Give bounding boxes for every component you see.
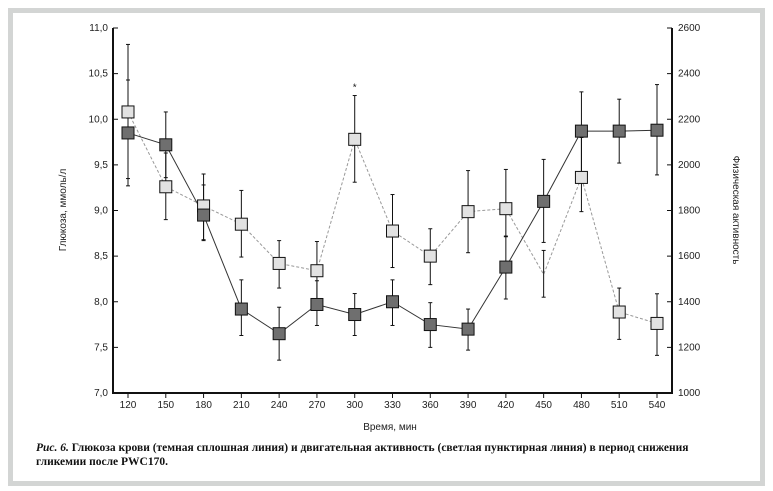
glucose-point — [423, 318, 437, 332]
caption-text: Глюкоза крови (темная сплошная линия) и … — [36, 442, 689, 468]
glucose-point — [348, 308, 362, 322]
y-tick-label-left: 9,0 — [94, 206, 108, 217]
y-tick-label-left: 10,5 — [89, 69, 109, 80]
x-tick-label: 420 — [498, 400, 515, 411]
glucose-point — [612, 124, 626, 138]
y-tick-label-right: 1200 — [678, 342, 701, 353]
y-tick-label-left: 8,0 — [94, 297, 108, 308]
glucose-point — [386, 295, 399, 309]
glucose-point — [272, 327, 286, 341]
figure-caption: Рис. 6. Глюкоза крови (темная сплошная л… — [36, 441, 736, 469]
activity-point — [121, 105, 135, 119]
x-tick-label: 480 — [573, 400, 590, 411]
y-tick-label-left: 8,5 — [94, 251, 108, 262]
activity-point — [574, 170, 588, 184]
y-tick-label-right: 1400 — [678, 297, 701, 308]
x-tick-label: 330 — [384, 400, 401, 411]
glucose-point — [121, 126, 135, 140]
y-tick-label-left: 10,0 — [89, 114, 109, 125]
x-tick-label: 360 — [422, 400, 439, 411]
y-tick-label-right: 2600 — [678, 23, 701, 34]
y-tick-label-left: 7,0 — [94, 388, 108, 399]
y-tick-label-right: 1800 — [678, 206, 701, 217]
activity-point — [348, 132, 362, 146]
glucose-point — [310, 297, 324, 311]
glucose-point — [650, 123, 664, 137]
x-tick-label: 150 — [157, 400, 174, 411]
y-axis-title-left: Глюкоза, ммоль/л — [58, 169, 69, 252]
glucose-point — [159, 138, 173, 152]
activity-point — [499, 202, 513, 216]
glucose-point — [234, 302, 248, 316]
x-tick-label: 240 — [271, 400, 288, 411]
significance-marker: * — [353, 83, 357, 94]
y-tick-label-left: 9,5 — [94, 160, 108, 171]
x-tick-label: 120 — [120, 400, 137, 411]
y-tick-label-right: 2000 — [678, 160, 701, 171]
activity-point — [234, 217, 248, 231]
caption-prefix: Рис. 6. — [36, 442, 69, 454]
activity-point — [159, 180, 173, 194]
activity-point — [650, 316, 664, 330]
y-tick-label-right: 1000 — [678, 388, 701, 399]
x-tick-label: 510 — [611, 400, 628, 411]
x-axis-title: Время, мин — [363, 422, 417, 433]
x-tick-label: 390 — [460, 400, 477, 411]
y-tick-label-right: 2200 — [678, 114, 701, 125]
activity-point — [272, 256, 286, 270]
activity-point — [386, 224, 399, 238]
x-tick-label: 450 — [535, 400, 552, 411]
y-tick-label-right: 2400 — [678, 69, 701, 80]
glucose-point — [499, 260, 513, 274]
glucose-point — [461, 322, 475, 336]
x-tick-label: 180 — [195, 400, 212, 411]
y-axis-title-right: Физическая активность — [730, 156, 741, 265]
glucose-point — [537, 194, 551, 208]
y-tick-label-right: 1600 — [678, 251, 701, 262]
y-tick-label-left: 11,0 — [89, 23, 108, 34]
figure-frame — [8, 8, 765, 486]
x-tick-label: 210 — [233, 400, 250, 411]
activity-point — [612, 305, 626, 319]
activity-point — [461, 205, 475, 219]
glucose-point — [574, 124, 588, 138]
activity-point — [310, 264, 324, 278]
x-tick-label: 540 — [649, 400, 666, 411]
activity-point — [423, 249, 437, 263]
x-tick-label: 300 — [346, 400, 363, 411]
y-tick-label-left: 7,5 — [94, 342, 108, 353]
glucose-point — [197, 208, 211, 222]
x-tick-label: 270 — [309, 400, 326, 411]
